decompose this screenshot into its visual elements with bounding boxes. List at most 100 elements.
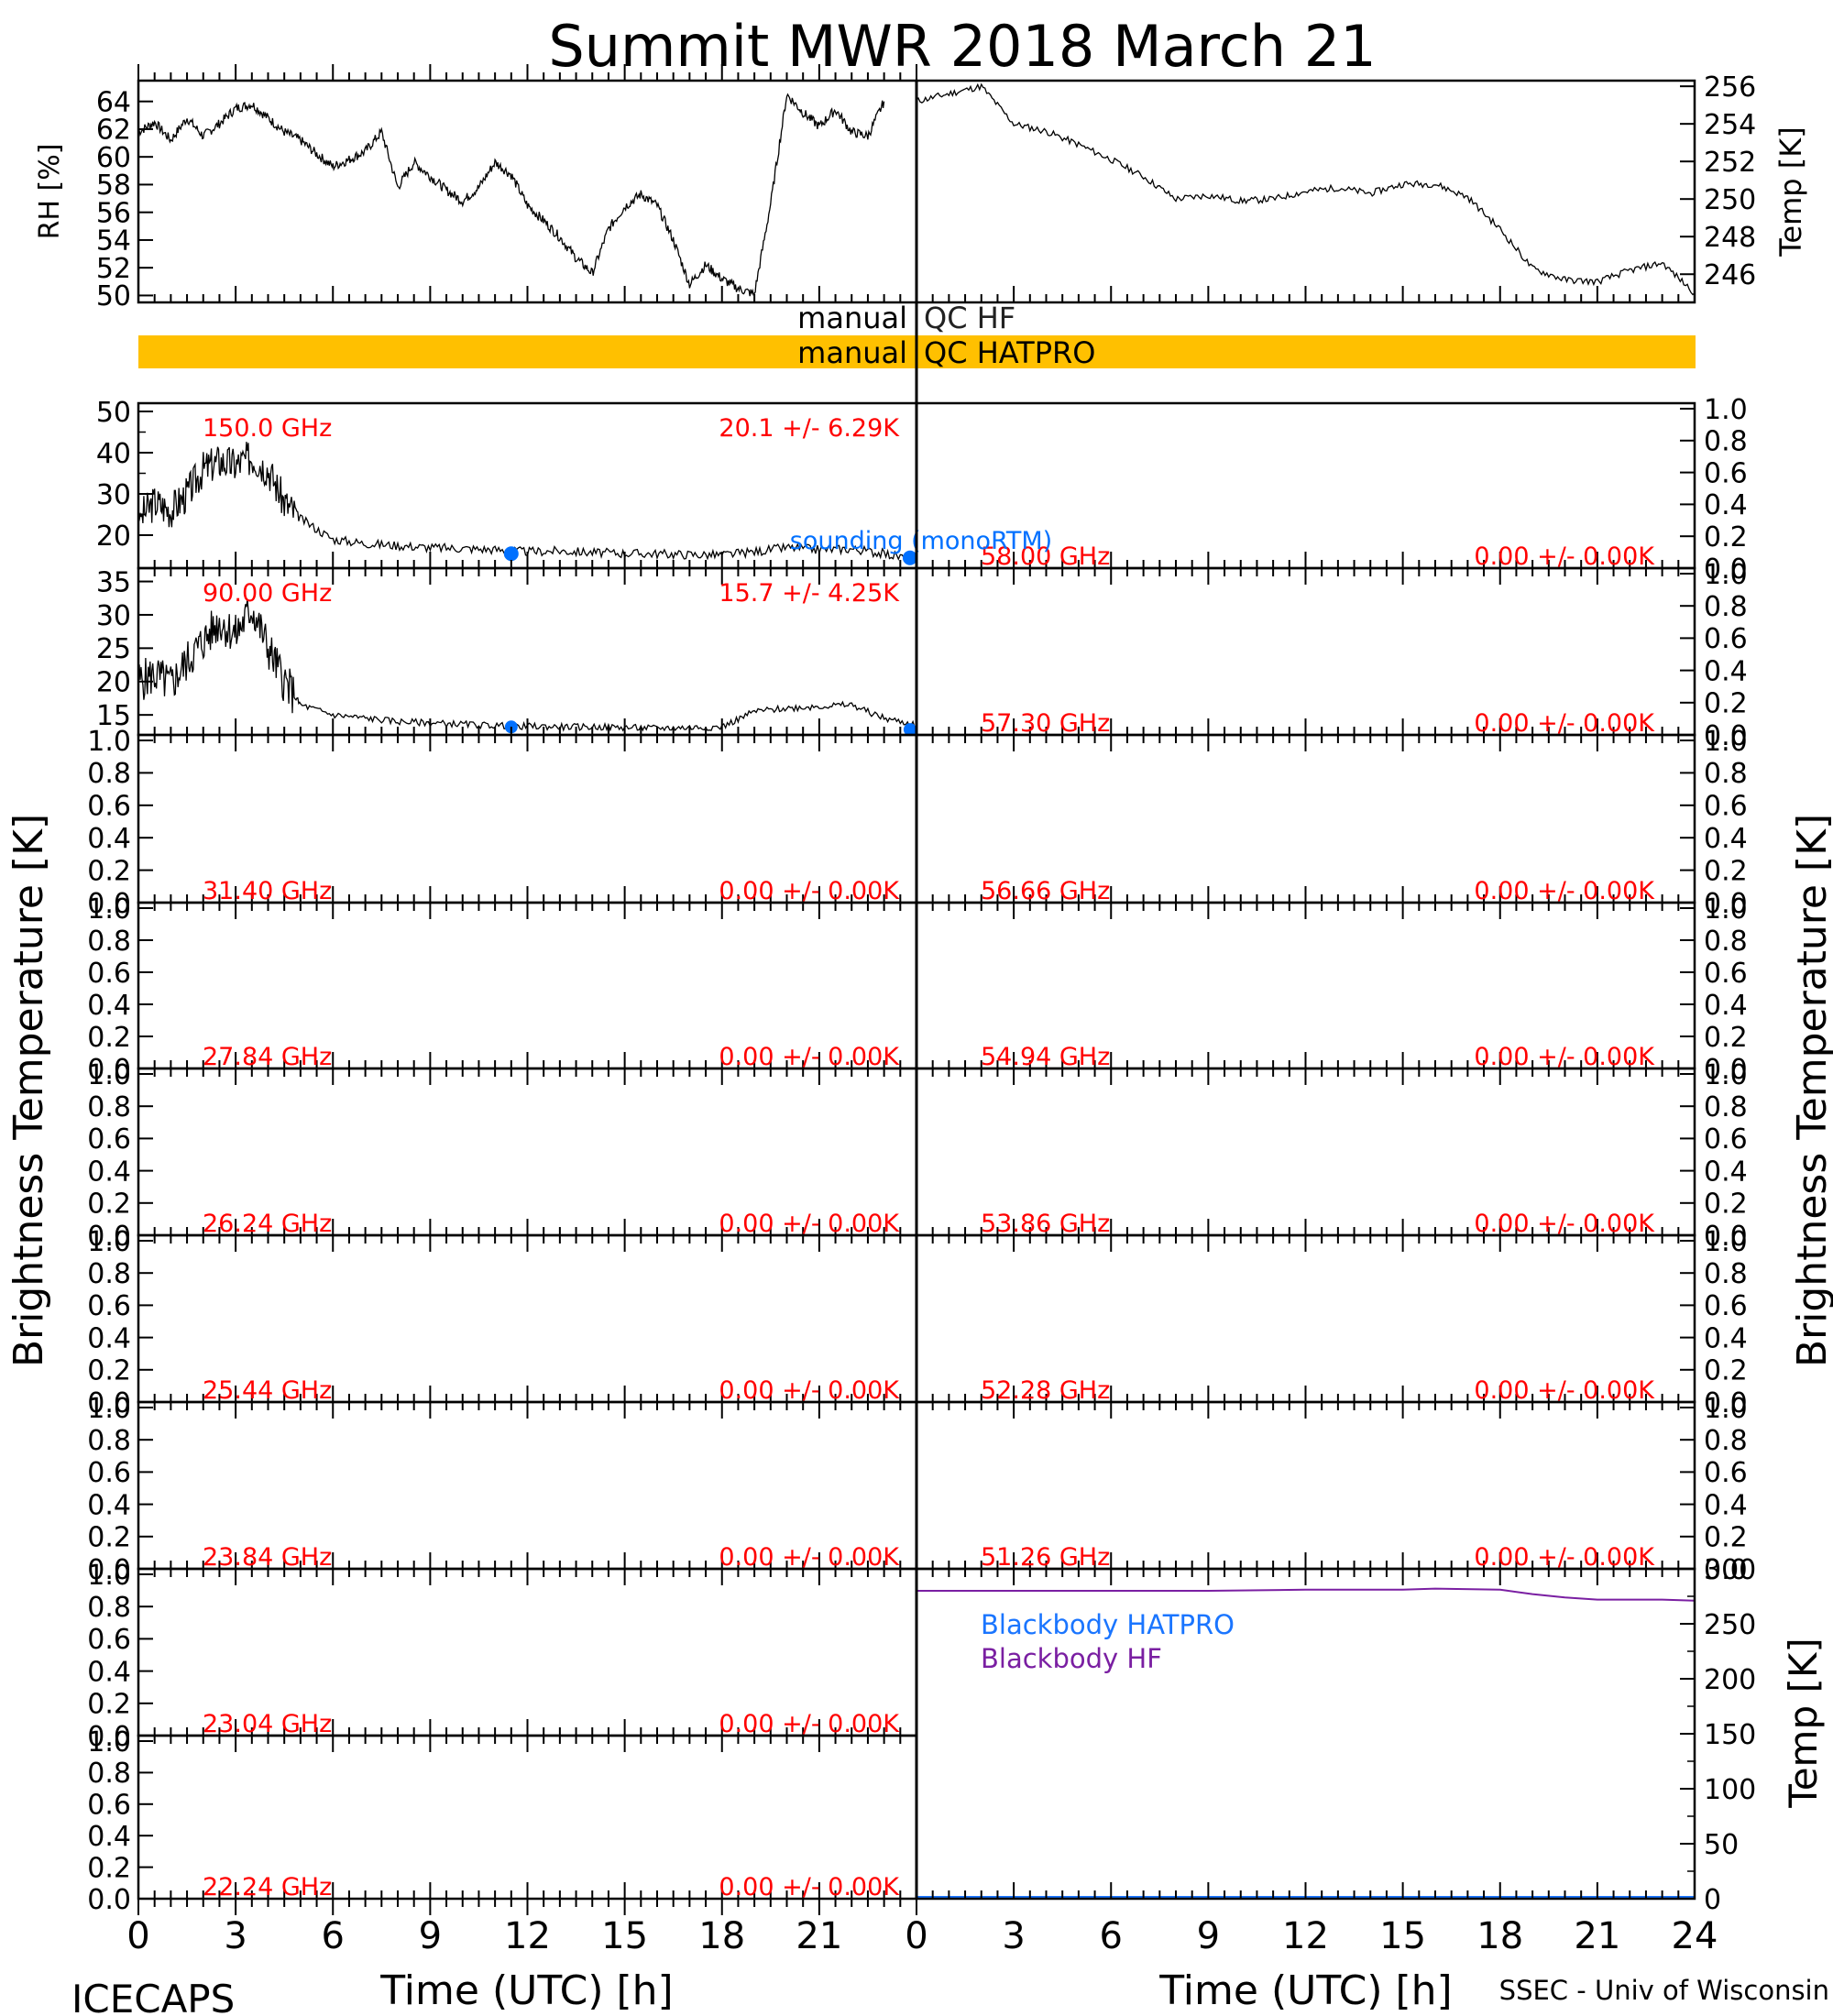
bb-ytick-label: 150 [1704, 1719, 1756, 1751]
tb-left-empty-6-ytick-label: 1.0 [87, 1393, 131, 1425]
tb-right-0-ytick-label: 0.6 [1704, 457, 1748, 489]
tb-right-4-ytick-label: 0.8 [1704, 1091, 1748, 1123]
tb-left-empty-7-ytick-label: 0.2 [87, 1689, 131, 1721]
temp-ytick-label: 248 [1704, 222, 1756, 254]
tb-right-3-ytick-label: 0.2 [1704, 1022, 1748, 1054]
tb-left-empty-6-ytick-label: 0.8 [87, 1425, 131, 1457]
tb90-sonde-point [903, 723, 916, 737]
temp-ytick-label: 246 [1704, 259, 1756, 291]
tb-right-3-freq-label: 54.94 GHz [981, 1043, 1110, 1071]
tb-left-empty-6-ytick-label: 0.6 [87, 1457, 131, 1489]
tb90-series [137, 598, 917, 732]
x-tick-label-right: 0 [905, 1915, 927, 1957]
bb-ytick-label: 250 [1704, 1609, 1756, 1641]
sonde-label: sounding (monoRTM) [790, 527, 1052, 555]
tb-right-4-ytick-label: 0.6 [1704, 1123, 1748, 1156]
tb-right-5-ytick-label: 0.0 [1704, 1387, 1748, 1419]
tb-right-0-ytick-label: 0.2 [1704, 521, 1748, 553]
tb-right-2-ytick-label: 0.6 [1704, 791, 1748, 823]
tb-right-6-ytick-label: 0.4 [1704, 1489, 1748, 1521]
tb-right-3-ytick-label: 0.8 [1704, 926, 1748, 958]
tb90-ytick-label: 30 [96, 600, 131, 632]
chart-title: Summit MWR 2018 March 21 [548, 13, 1376, 80]
tb-left-empty-5-ytick-label: 0.0 [87, 1387, 131, 1419]
rh-ytick-label: 60 [96, 142, 131, 174]
rh-ytick-label: 56 [96, 197, 131, 229]
bb-hf-series [916, 1587, 1696, 1602]
tb-right-5-ytick-label: 0.8 [1704, 1258, 1748, 1290]
qc-hatpro-label-right: QC HATPRO [924, 335, 1095, 370]
tb-right-0-ytick-label: 0.8 [1704, 426, 1748, 458]
tb-right-1-ytick-label: 0.0 [1704, 720, 1748, 752]
tb-right-1-ytick-label: 0.2 [1704, 688, 1748, 720]
tb-right-1-ytick-label: 0.6 [1704, 623, 1748, 655]
tb-right-0-stats-label: 0.00 +/- 0.00K [1474, 542, 1655, 571]
tb-right-1-ytick-label: 1.0 [1704, 559, 1748, 591]
tb-right-0-ytick-label: 1.0 [1704, 394, 1748, 426]
tb-left-empty-5-ytick-label: 1.0 [87, 1226, 131, 1258]
tb150-ytick-label: 40 [96, 438, 131, 470]
tb-left-empty-3-ytick-label: 1.0 [87, 893, 131, 926]
tb-left-empty-4-ytick-label: 0.6 [87, 1123, 131, 1156]
rh-ytick-label: 52 [96, 253, 131, 285]
tb-right-1-freq-label: 57.30 GHz [981, 709, 1110, 738]
tb-right-3-ytick-label: 0.0 [1704, 1054, 1748, 1086]
tb-right-2-ytick-label: 1.0 [1704, 726, 1748, 758]
tb150-sonde-point [902, 550, 917, 565]
rh-ytick-label: 50 [96, 280, 131, 312]
tb-right-5-ytick-label: 0.2 [1704, 1355, 1748, 1387]
tb-right-6-ytick-label: 0.0 [1704, 1554, 1748, 1586]
x-tick-label-right: 3 [1002, 1915, 1025, 1957]
rh-panel-frame [137, 79, 918, 304]
tb-right-4-freq-label: 53.86 GHz [981, 1210, 1110, 1238]
temp-ytick-label: 252 [1704, 147, 1756, 179]
tb-right-4-ytick-label: 0.0 [1704, 1221, 1748, 1253]
qc-hatpro-label-left: manual [797, 335, 907, 370]
tb-right-4-ytick-label: 1.0 [1704, 1059, 1748, 1091]
bb-ytick-label: 50 [1704, 1829, 1739, 1861]
tb-right-4-stats-label: 0.00 +/- 0.00K [1474, 1210, 1655, 1238]
tb-right-6-ytick-label: 0.8 [1704, 1425, 1748, 1457]
tb-left-empty-3-ytick-label: 0.0 [87, 1054, 131, 1086]
x-tick-label-right: 9 [1197, 1915, 1220, 1957]
tb-left-empty-2-stats-label: 0.00 +/- 0.00K [719, 877, 900, 905]
tb-left-empty-5-ytick-label: 0.8 [87, 1258, 131, 1290]
rh-ytick-label: 58 [96, 170, 131, 202]
tb-left-empty-6-freq-label: 23.84 GHz [203, 1543, 332, 1572]
rh-ytick-label: 54 [96, 225, 131, 257]
tb-right-5-ytick-label: 0.4 [1704, 1322, 1748, 1354]
tb-right-4-ytick-label: 0.2 [1704, 1189, 1748, 1221]
bb-ytick-label: 300 [1704, 1554, 1756, 1586]
tb-right-1-stats-label: 0.00 +/- 0.00K [1474, 709, 1655, 738]
footer-left: ICECAPS [71, 1977, 235, 2016]
tb-left-empty-3-ytick-label: 0.8 [87, 926, 131, 958]
tb-left-empty-7-stats-label: 0.00 +/- 0.00K [719, 1710, 900, 1738]
tb-left-empty-3-stats-label: 0.00 +/- 0.00K [719, 1043, 900, 1071]
temp-ytick-label: 256 [1704, 71, 1756, 104]
tb150-stats-label: 20.1 +/- 6.29K [719, 414, 900, 443]
temp-ytick-label: 250 [1704, 184, 1756, 216]
qc-hf-label-left: manual [797, 301, 907, 335]
rh-y-label: RH [%] [34, 144, 66, 240]
tb-left-empty-4-stats-label: 0.00 +/- 0.00K [719, 1210, 900, 1238]
tb-left-empty-8-stats-label: 0.00 +/- 0.00K [719, 1873, 900, 1901]
x-tick-label-left: 3 [224, 1915, 247, 1957]
tb-right-5-ytick-label: 1.0 [1704, 1226, 1748, 1258]
tb-right-2-ytick-label: 0.8 [1704, 758, 1748, 790]
tb-left-empty-5-ytick-label: 0.4 [87, 1322, 131, 1354]
tb90-freq-label: 90.00 GHz [203, 579, 332, 608]
temp-ytick-label: 254 [1704, 109, 1756, 141]
tb-left-empty-7-ytick-label: 1.0 [87, 1560, 131, 1592]
qc-band: manual QC HF manual QC HATPRO [138, 301, 1696, 370]
x-tick-label-left: 6 [322, 1915, 345, 1957]
x-tick-label-right: 6 [1100, 1915, 1123, 1957]
x-tick-label-right: 24 [1672, 1915, 1718, 1957]
tb-left-empty-5-freq-label: 25.44 GHz [203, 1376, 332, 1405]
tb90-ytick-label: 35 [96, 566, 131, 598]
tb-left-empty-4-ytick-label: 0.8 [87, 1091, 131, 1123]
tb-right-2-stats-label: 0.00 +/- 0.00K [1474, 877, 1655, 905]
bb-y-label: Temp [K] [1781, 1638, 1826, 1809]
tb-left-empty-2-ytick-label: 0.2 [87, 855, 131, 887]
qc-hf-label-right: QC HF [924, 301, 1015, 335]
y-label-right: Brightness Temperature [K] [1789, 814, 1833, 1367]
